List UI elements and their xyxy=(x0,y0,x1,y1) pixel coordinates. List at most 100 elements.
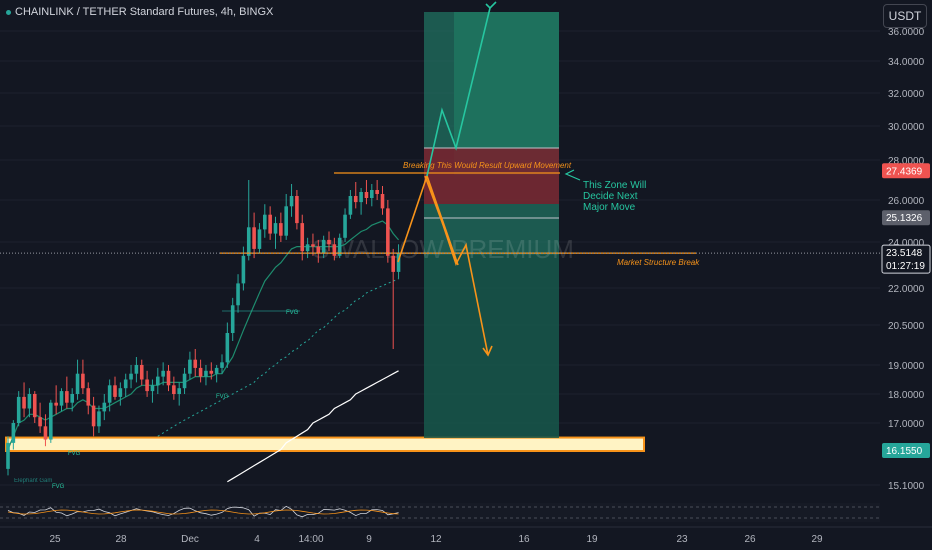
price-tick-label: 28.0000 xyxy=(888,156,925,167)
candle-body xyxy=(380,194,385,209)
candles xyxy=(6,180,401,476)
oscillator-line xyxy=(7,505,399,518)
candle-body xyxy=(113,385,117,397)
time-tick-label: 14:00 xyxy=(298,534,323,545)
price-badge-label: 25.1326 xyxy=(886,213,923,224)
candle-body xyxy=(32,394,37,418)
candle-body xyxy=(386,208,390,256)
candle-body xyxy=(91,405,96,427)
zone-note-line-1: This Zone Will xyxy=(583,180,646,191)
fvg-label: FVG xyxy=(68,451,81,457)
candle-body xyxy=(391,255,395,272)
decision-zone xyxy=(424,148,559,204)
candle-body xyxy=(166,370,171,386)
candle-body xyxy=(70,394,74,403)
candle-body xyxy=(86,388,91,406)
candle-body xyxy=(364,192,369,198)
price-badge-label: 23.5148 xyxy=(886,248,923,259)
price-tick-label: 17.0000 xyxy=(888,419,925,430)
zone-note-arrow xyxy=(564,169,581,181)
time-tick-label: Dec xyxy=(181,534,199,545)
candle-body xyxy=(150,385,155,392)
candle-body xyxy=(214,367,219,374)
price-badge-label: 27.4369 xyxy=(886,166,923,177)
candle-body xyxy=(198,367,203,377)
candle-body xyxy=(38,417,42,427)
candle-body xyxy=(118,388,123,397)
projection-up-path xyxy=(426,7,491,177)
candle-body xyxy=(81,373,85,389)
price-tick-label: 22.0000 xyxy=(888,284,925,295)
candle-body xyxy=(193,359,198,368)
price-tick-label: 30.0000 xyxy=(888,122,925,133)
time-tick-label: 4 xyxy=(254,534,260,545)
candle-body xyxy=(311,244,315,247)
zone-note-line-2: Decide Next xyxy=(583,191,638,202)
currency-button[interactable]: USDT xyxy=(883,4,927,28)
candle-body xyxy=(54,402,58,406)
candle-body xyxy=(139,365,144,380)
time-axis-bg xyxy=(0,527,932,550)
candle-body xyxy=(59,391,64,406)
candle-body xyxy=(11,423,16,443)
symbol-title-text: CHAINLINK / TETHER Standard Futures, 4h,… xyxy=(15,6,274,18)
candle-body xyxy=(321,239,326,254)
candle-body xyxy=(16,396,21,423)
candle-body xyxy=(348,196,353,215)
oscillator-pane xyxy=(0,503,880,522)
candle-body xyxy=(123,379,128,389)
candle-body xyxy=(27,394,32,409)
candle-body xyxy=(316,246,321,254)
ma-slow-line xyxy=(157,278,399,437)
support-zone-box xyxy=(5,436,645,453)
price-tick-label: 20.5000 xyxy=(888,321,925,332)
price-tick-label: 24.0000 xyxy=(888,238,925,249)
candle-body xyxy=(273,223,278,234)
fvg-label: FVG xyxy=(52,484,65,490)
candle-body xyxy=(134,365,139,374)
price-badge xyxy=(882,210,930,226)
candle-body xyxy=(188,359,192,374)
market-status-icon xyxy=(6,9,11,15)
price-tick-label: 34.0000 xyxy=(888,57,925,68)
time-tick-label: 12 xyxy=(430,534,442,545)
candle-body xyxy=(289,196,294,207)
candle-body xyxy=(241,255,246,284)
time-tick-label: 26 xyxy=(744,534,756,545)
time-tick-label: 19 xyxy=(586,534,598,545)
price-tick-label: 18.0000 xyxy=(888,390,925,401)
candle-body xyxy=(337,237,342,256)
ma-200-line xyxy=(227,370,399,483)
candle-body xyxy=(305,244,310,252)
candle-body xyxy=(156,376,160,386)
candle-body xyxy=(343,214,347,238)
time-tick-label: 23 xyxy=(676,534,688,545)
candle-body xyxy=(145,379,149,392)
candle-body xyxy=(332,244,337,256)
candle-body xyxy=(220,362,224,368)
price-badge xyxy=(882,163,930,179)
candle-body xyxy=(204,370,208,377)
watermark-text: SWALLOW PREMIUM xyxy=(312,234,574,264)
candle-body xyxy=(22,396,26,409)
candle-body xyxy=(236,283,240,306)
candle-body xyxy=(252,227,256,249)
projection-down-path xyxy=(426,175,489,356)
candle-body xyxy=(279,223,283,236)
candle-body xyxy=(107,385,112,403)
projection-down-arrowhead xyxy=(482,345,493,357)
candle-body xyxy=(161,370,165,377)
candle-body xyxy=(129,373,133,380)
time-tick-label: 16 xyxy=(518,534,530,545)
symbol-title: CHAINLINK / TETHER Standard Futures, 4h,… xyxy=(6,6,273,18)
candle-body xyxy=(375,190,379,194)
zone-note-line-3: Major Move xyxy=(583,202,636,213)
candle-body xyxy=(49,402,53,440)
candle-body xyxy=(396,253,401,272)
time-tick-label: 29 xyxy=(811,534,823,545)
price-badge xyxy=(882,443,930,458)
candle-body xyxy=(102,402,107,412)
candle-body xyxy=(97,411,101,427)
